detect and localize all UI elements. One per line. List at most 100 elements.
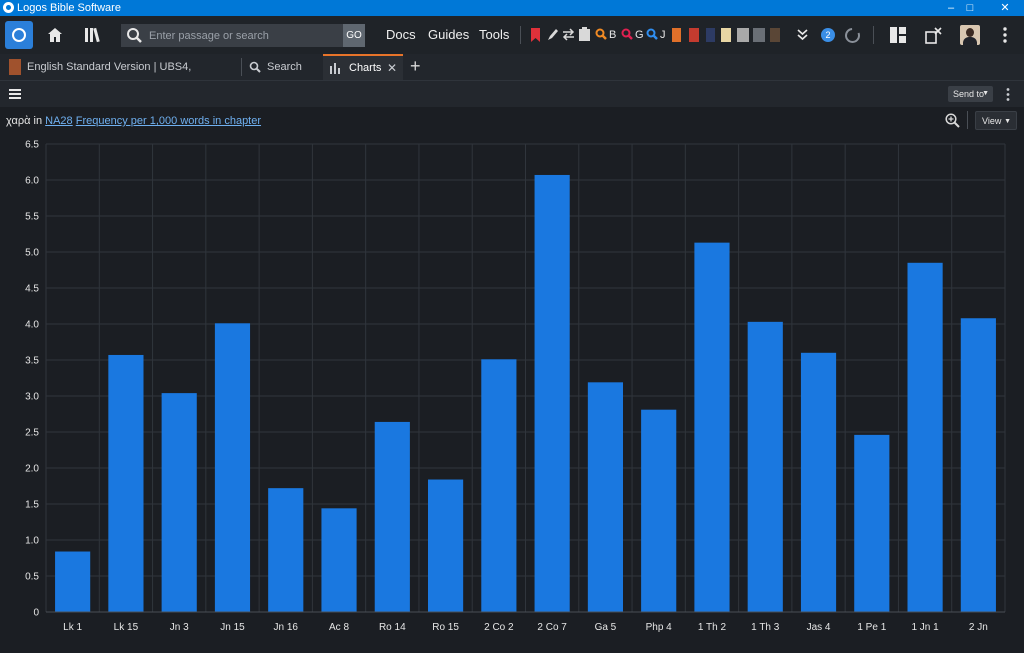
chart-bar[interactable] [481, 359, 517, 612]
send-to-button[interactable]: Send to ▼ [948, 86, 993, 102]
tab-charts[interactable]: Charts ✕ [323, 54, 403, 80]
chart-bar[interactable] [374, 421, 410, 612]
close-tab-icon[interactable]: ✕ [387, 61, 398, 75]
tab-divider [241, 58, 242, 76]
x-tick-label: 1 Th 2 [698, 622, 727, 633]
journal-search-icon[interactable] [646, 28, 658, 41]
chart-bar[interactable] [321, 508, 357, 612]
quick-tool-j-label[interactable]: J [660, 29, 666, 41]
tab-search[interactable]: Search [246, 54, 318, 80]
chart-bar[interactable] [641, 409, 677, 612]
clipboard-icon[interactable] [579, 27, 590, 41]
resource-book-icon[interactable] [689, 28, 699, 42]
chart-bar[interactable] [587, 382, 623, 612]
frequency-bar-chart: 0 0.5 1.0 1.5 2.0 2.5 3.0 3.5 4.0 4.5 5.0 5.5 6.0 6.5… [25, 140, 1006, 633]
search-box [121, 24, 365, 47]
tab-label: Search [267, 61, 302, 73]
y-tick-label: 6.0 [25, 176, 39, 187]
maximize-button[interactable]: □ [966, 2, 974, 14]
x-tick-label: Jas 4 [807, 622, 831, 633]
window-titlebar: Logos Bible Software – □ ✕ [0, 0, 1024, 16]
bookmark-icon[interactable] [531, 28, 540, 42]
panel-more-icon[interactable] [1006, 88, 1010, 101]
chart-bar[interactable] [108, 354, 144, 612]
in-word: in [33, 115, 43, 127]
main-toolbar: GO Docs Guides Tools B G J 2 [0, 16, 1024, 54]
chart-header: χαρὰ in NA28 Frequency per 1,000 words i… [0, 107, 1024, 134]
y-tick-label: 5.5 [25, 212, 39, 223]
chart-bar[interactable] [960, 318, 996, 612]
window-title: Logos Bible Software [17, 2, 121, 14]
chart-bar[interactable] [907, 262, 943, 612]
x-tick-label: Ga 5 [595, 622, 617, 633]
x-tick-label: Lk 15 [114, 622, 139, 633]
greek-search-icon[interactable] [621, 28, 633, 41]
tab-label: Charts [349, 62, 382, 74]
go-button[interactable]: GO [343, 24, 365, 47]
resource-book-icon[interactable] [737, 28, 749, 42]
x-axis: Lk 1 Lk 15 Jn 3 Jn 15 Jn 16 Ac 8 Ro 14 Ro 15 2 C… [46, 611, 1005, 633]
chart-bar[interactable] [534, 174, 570, 612]
toolbar-divider [520, 26, 521, 44]
resource-book-icon[interactable] [706, 28, 715, 42]
close-window-button[interactable]: ✕ [1000, 2, 1010, 14]
add-tab-button[interactable]: + [410, 56, 421, 76]
chart-bar[interactable] [268, 488, 304, 612]
resource-book-icon[interactable] [770, 28, 780, 42]
resource-book-icon[interactable] [753, 28, 765, 42]
home-icon[interactable] [47, 27, 63, 43]
quick-tool-b-label[interactable]: B [609, 29, 617, 41]
x-tick-label: 1 Th 3 [751, 622, 780, 633]
header-divider [967, 111, 968, 129]
swap-icon[interactable] [562, 28, 575, 41]
chart-bar[interactable] [161, 393, 197, 612]
measure-link[interactable]: Frequency per 1,000 words in chapter [75, 115, 262, 127]
user-avatar[interactable] [960, 25, 980, 45]
close-all-panels-icon[interactable] [925, 27, 942, 44]
menu-tools[interactable]: Tools [479, 27, 510, 42]
chevron-double-down-icon[interactable] [797, 29, 808, 41]
chart-bar[interactable] [214, 323, 251, 612]
panel-menu-bar: Send to ▼ [0, 81, 1024, 107]
chart-bar[interactable] [854, 434, 890, 612]
quick-tool-g-label[interactable]: G [635, 29, 644, 41]
y-tick-label: 1.5 [25, 500, 39, 511]
resource-book-icon[interactable] [721, 28, 731, 42]
x-tick-label: 2 Co 7 [537, 622, 567, 633]
tab-english-standard-version[interactable]: English Standard Version | UBS4, BHS/WIV… [6, 54, 238, 99]
x-tick-label: Jn 15 [220, 622, 245, 633]
passage-search-input[interactable] [149, 24, 339, 47]
minimize-button[interactable]: – [947, 2, 955, 14]
x-tick-label: 1 Jn 1 [911, 622, 939, 633]
y-tick-label: 2.0 [25, 464, 39, 475]
chart-query: χαρὰ in NA28 Frequency per 1,000 words i… [6, 115, 261, 127]
layouts-icon[interactable] [890, 27, 906, 43]
search-icon [127, 28, 142, 43]
x-tick-label: 2 Co 2 [484, 622, 514, 633]
y-tick-label: 1.0 [25, 536, 39, 547]
x-tick-label: Jn 3 [170, 622, 189, 633]
search-icon [249, 61, 261, 73]
y-tick-label: 6.5 [25, 140, 39, 151]
source-link[interactable]: NA28 [45, 115, 73, 127]
chart-bar[interactable] [800, 352, 837, 612]
hamburger-menu-icon[interactable] [9, 89, 21, 99]
y-tick-label: 3.5 [25, 356, 39, 367]
more-vertical-icon[interactable] [1003, 27, 1007, 43]
chart-bar[interactable] [747, 321, 783, 612]
bible-search-icon[interactable] [595, 28, 607, 41]
view-button[interactable]: View ▼ [975, 111, 1017, 130]
highlighter-icon[interactable] [547, 28, 559, 41]
zoom-in-icon[interactable] [945, 113, 960, 128]
menu-guides[interactable]: Guides [428, 27, 470, 42]
sync-icon[interactable] [844, 27, 861, 44]
library-icon[interactable] [84, 27, 102, 43]
notification-badge[interactable]: 2 [821, 28, 835, 42]
menu-docs[interactable]: Docs [386, 27, 416, 42]
chart-bar[interactable] [428, 479, 464, 612]
chart-bar[interactable] [55, 551, 91, 612]
resource-book-icon[interactable] [672, 28, 681, 42]
x-tick-label: Ro 15 [432, 622, 459, 633]
logos-home-logo[interactable] [5, 21, 33, 49]
chart-bar[interactable] [694, 242, 730, 612]
